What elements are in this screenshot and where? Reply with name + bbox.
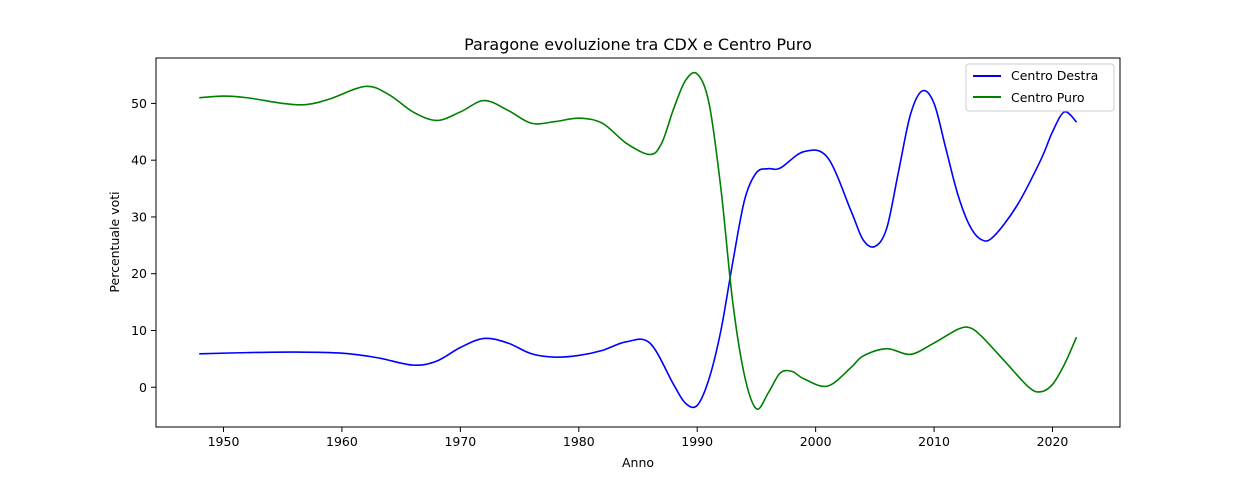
x-tick-label: 1970	[444, 434, 476, 449]
series-line-centro-puro	[199, 71, 1077, 411]
x-tick-label: 1960	[326, 434, 358, 449]
y-tick-label: 40	[131, 153, 147, 168]
chart-title: Paragone evoluzione tra CDX e Centro Pur…	[464, 35, 812, 54]
legend: Centro Destra Centro Puro	[965, 63, 1115, 112]
x-tick-label: 1990	[681, 434, 713, 449]
y-tick-label: 50	[131, 96, 147, 111]
y-axis: 0 10 20 30 40 50	[131, 96, 156, 395]
legend-label-centro-destra: Centro Destra	[1011, 68, 1098, 83]
axes-frame	[155, 57, 1121, 428]
legend-label-centro-puro: Centro Puro	[1011, 90, 1084, 105]
y-axis-label: Percentuale voti	[107, 191, 122, 292]
y-tick-label: 30	[131, 209, 147, 224]
x-tick-label: 2000	[800, 434, 832, 449]
legend-box	[965, 63, 1115, 112]
y-tick-label: 10	[131, 323, 147, 338]
x-tick-label: 2010	[918, 434, 950, 449]
x-tick-label: 1950	[208, 434, 240, 449]
y-tick-label: 20	[131, 266, 147, 281]
x-axis-label: Anno	[622, 455, 654, 470]
x-axis: 1950 1960 1970 1980 1990 2000 2010 2020	[208, 427, 1069, 449]
x-tick-label: 1980	[563, 434, 595, 449]
y-tick-label: 0	[139, 380, 147, 395]
plot-area	[199, 71, 1077, 411]
series-line-centro-destra	[199, 89, 1077, 409]
x-tick-label: 2020	[1037, 434, 1069, 449]
